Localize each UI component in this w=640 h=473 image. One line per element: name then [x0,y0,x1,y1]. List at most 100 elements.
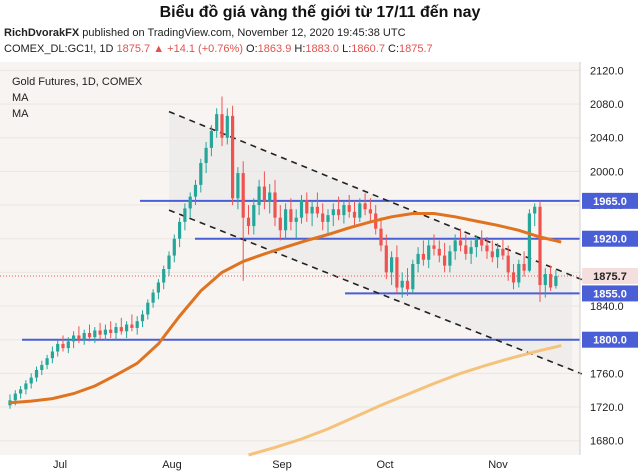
legend-ma-1: MA [12,92,29,104]
candle-body [24,383,28,390]
high-value: 1883.0 [305,43,340,55]
level-tag [582,285,638,302]
symbol-label: COMEX_DL:GC1!, 1D [4,43,114,55]
candle-body [93,330,97,338]
page-title: Biểu đồ giá vàng thế giới từ 17/11 đến n… [159,4,481,21]
candle-body [268,192,272,201]
legend-ma-2: MA [12,108,29,120]
candle-body [321,213,325,222]
candle-body [257,186,261,206]
candle-body [315,206,319,214]
candle-body [405,280,410,290]
candle-body [273,192,277,218]
candle-body [310,206,314,214]
candle-body [469,247,473,254]
candle-body [421,253,425,260]
price-change: ▲ +14.1 (+0.76%) [153,43,243,55]
candle-body [241,173,245,218]
level-tag-label: 1800.0 [593,335,627,347]
legend-title: Gold Futures, 1D, COMEX [12,76,143,88]
candle-body [246,217,251,227]
candle-body [50,351,54,359]
candle-body [358,203,362,218]
candle-body [517,263,521,283]
y-tick-label: 2120.0 [590,65,624,77]
y-tick-label: 1840.0 [590,301,624,313]
author-name[interactable]: RichDvorakFX [4,27,80,39]
level-tag [582,230,638,247]
candle-body [506,255,510,273]
candle-body [209,131,213,148]
candle-body [252,205,256,227]
close-value: 1875.7 [399,43,433,55]
candle-body [231,115,235,199]
y-tick-label: 1760.0 [590,368,624,380]
ohlc-line: COMEX_DL:GC1!, 1D 1875.7 ▲ +14.1 (+0.76%… [4,43,433,55]
candle-body [151,292,155,303]
y-tick-label: 1680.0 [590,436,624,448]
candle-body [162,269,166,283]
candle-body [284,209,288,231]
candle-body [363,203,367,210]
candle-body [220,114,224,138]
level-tag-label: 1855.0 [593,288,627,300]
candle-body [294,217,298,222]
candle-body [299,200,304,218]
candle-body [103,329,107,335]
channel-line [168,209,583,375]
candle-body [496,248,500,258]
x-tick-label: Oct [376,459,393,471]
candle-body [119,327,123,332]
candle-body [66,341,70,349]
candle-body [87,332,92,338]
candle-body [342,205,346,216]
candle-body [501,248,505,256]
candle-body [45,358,49,365]
candle-body [40,364,44,371]
candle-body [390,257,394,273]
candle-body [167,255,171,270]
candle-body [72,335,76,342]
open-label: O: [246,43,258,55]
candle-body [146,302,150,315]
high-label: H: [294,43,306,55]
candle-body [511,272,516,283]
candle-body [34,370,39,378]
level-tag [582,331,638,348]
candle-body [178,221,182,239]
candle-body [400,280,404,288]
candle-body [215,114,219,132]
y-tick-label: 2040.0 [590,133,624,145]
publisher-line: RichDvorakFX published on TradingView.co… [4,27,406,39]
candle-body [77,335,81,340]
candle-body [337,209,341,216]
candle-body [114,327,118,333]
low-value: 1860.7 [351,43,385,55]
candle-body [156,282,160,293]
candle-body [125,324,129,332]
candle-body [331,209,335,216]
candle-body [262,186,266,201]
candle-body [347,205,351,212]
candle-body [485,245,489,252]
last-price-tag [582,268,638,285]
channel-line [168,110,583,281]
candle-body [289,209,293,222]
candle-body [474,238,478,248]
y-tick-label: 2080.0 [590,99,624,111]
candle-body [384,245,388,273]
candle-body [326,215,330,222]
y-tick-label: 1720.0 [590,402,624,414]
close-label: C: [388,43,400,55]
candle-body [453,240,457,252]
candle-body [199,162,203,185]
candle-body [427,245,431,260]
candle-body [437,248,441,256]
candle-body [379,228,383,246]
candle-body [480,238,484,246]
y-tick-label: 2000.0 [590,166,624,178]
last-price-tag-label: 1875.7 [593,271,627,283]
level-tag-label: 1965.0 [593,196,627,208]
candle-body [448,251,452,266]
